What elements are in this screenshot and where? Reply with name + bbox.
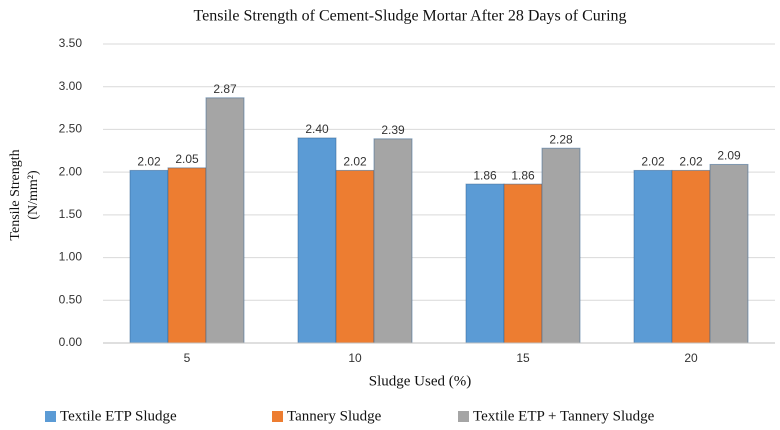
- value-label: 2.09: [717, 149, 741, 163]
- x-tick-label: 15: [516, 351, 530, 365]
- bar: [373, 138, 413, 344]
- x-tick-label: 10: [348, 351, 362, 365]
- legend-swatch: [272, 411, 283, 422]
- value-label: 2.39: [381, 123, 405, 137]
- legend-label: Tannery Sludge: [287, 408, 382, 424]
- value-label: 2.02: [137, 155, 161, 169]
- bar: [205, 97, 245, 344]
- bar: [167, 167, 207, 344]
- value-label: 2.02: [679, 155, 703, 169]
- value-label: 2.02: [343, 155, 367, 169]
- legend-label: Textile ETP + Tannery Sludge: [473, 408, 655, 424]
- bar: [297, 137, 337, 344]
- bar: [541, 147, 581, 344]
- x-axis-label: Sludge Used (%): [369, 373, 471, 389]
- legend-label: Textile ETP Sludge: [60, 408, 177, 424]
- bar: [335, 169, 375, 344]
- legend-swatch: [45, 411, 56, 422]
- value-label: 2.28: [549, 132, 573, 146]
- y-tick-label: 2.00: [59, 164, 83, 178]
- y-tick-label: 0.00: [59, 335, 83, 349]
- y-axis-label: Tensile Strength: [8, 149, 23, 240]
- y-tick-label: 1.00: [59, 250, 83, 264]
- bar: [129, 169, 169, 344]
- value-label: 2.05: [175, 152, 199, 166]
- chart-title: Tensile Strength of Cement-Sludge Mortar…: [193, 8, 626, 25]
- x-tick-label: 5: [184, 351, 191, 365]
- bar: [503, 183, 543, 344]
- y-tick-label: 3.00: [59, 79, 83, 93]
- x-tick-label: 20: [684, 351, 698, 365]
- bar: [633, 169, 673, 344]
- y-tick-label: 0.50: [59, 292, 83, 306]
- bar: [671, 169, 711, 344]
- value-label: 2.02: [641, 155, 665, 169]
- y-tick-label: 3.50: [59, 36, 83, 50]
- bar: [465, 183, 505, 344]
- y-tick-label: 2.50: [59, 122, 83, 136]
- bar: [709, 163, 749, 344]
- y-tick-label: 1.50: [59, 207, 83, 221]
- y-axis-label: (N/mm²): [26, 170, 41, 220]
- legend-swatch: [458, 411, 469, 422]
- value-label: 2.87: [213, 82, 237, 96]
- value-label: 1.86: [511, 168, 535, 182]
- value-label: 2.40: [305, 122, 329, 136]
- value-label: 1.86: [473, 168, 497, 182]
